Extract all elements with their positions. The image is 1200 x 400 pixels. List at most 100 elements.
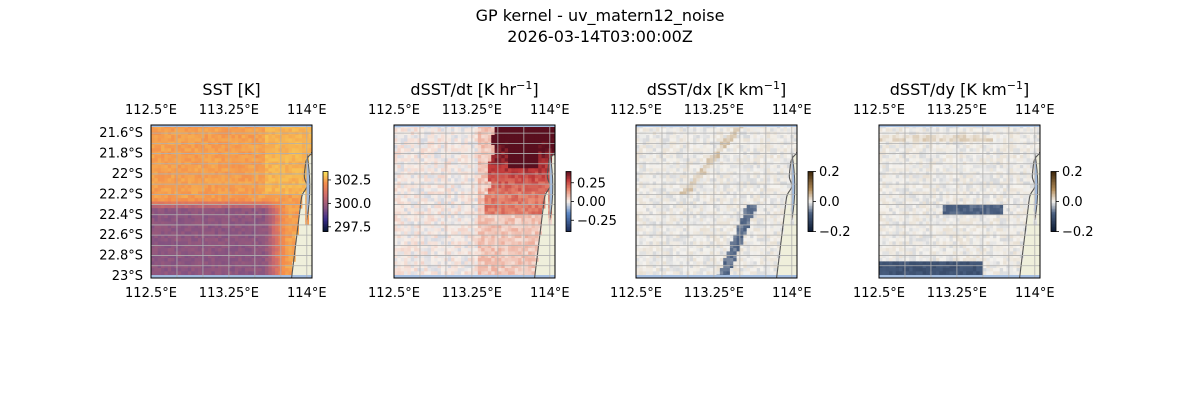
heatmap-cell (656, 181, 660, 186)
heatmap-cell (454, 258, 459, 262)
heatmap-cell (414, 224, 418, 229)
heatmap-cell (676, 214, 680, 219)
heatmap-cell (481, 134, 485, 139)
heatmap-cell (457, 204, 462, 209)
heatmap-cell (218, 181, 222, 186)
heatmap-cell (174, 174, 179, 179)
heatmap-cell (518, 154, 522, 159)
heatmap-cell (514, 208, 519, 212)
heatmap-cell (241, 224, 246, 229)
heatmap-cell (534, 248, 539, 252)
heatmap-cell (474, 231, 479, 236)
heatmap-cell (265, 221, 269, 226)
heatmap-cell (471, 188, 475, 192)
heatmap-cell (244, 178, 249, 182)
heatmap-cell (447, 218, 452, 222)
heatmap-cell (251, 144, 256, 149)
heatmap-cell (298, 164, 303, 169)
heatmap-cell (497, 191, 502, 196)
heatmap-cell (244, 218, 249, 222)
heatmap-cell (221, 134, 226, 139)
heatmap-cell (177, 191, 182, 196)
heatmap-cell (454, 261, 459, 266)
heatmap-cell (474, 138, 479, 143)
heatmap-cell (538, 174, 542, 179)
heatmap-cell (652, 171, 657, 176)
heatmap-cell (208, 134, 212, 139)
heatmap-cell (424, 144, 428, 149)
heatmap-cell (528, 208, 532, 212)
heatmap-cell (474, 184, 479, 189)
heatmap-cell (211, 238, 216, 242)
heatmap-cell (275, 198, 279, 202)
heatmap-cell (679, 251, 684, 256)
heatmap-cell (521, 264, 526, 269)
heatmap-cell (278, 134, 283, 139)
heatmap-cell (508, 168, 512, 172)
heatmap-cell (404, 164, 408, 169)
heatmap-cell (271, 211, 276, 216)
heatmap-cell (636, 188, 640, 192)
heatmap-cell (394, 251, 398, 256)
heatmap-cell (244, 261, 249, 266)
heatmap-cell (649, 241, 654, 246)
heatmap-cell (491, 218, 496, 222)
heatmap-cell (397, 251, 402, 256)
heatmap-cell (646, 164, 650, 169)
heatmap-cell (646, 181, 650, 186)
heatmap-cell (177, 218, 182, 222)
heatmap-cell (679, 208, 684, 212)
heatmap-cell (404, 238, 408, 242)
panel-title: SST [K] (202, 80, 260, 99)
heatmap-cell (265, 231, 269, 236)
heatmap-cell (191, 178, 195, 182)
heatmap-cell (177, 184, 182, 189)
heatmap-cell (154, 191, 159, 196)
heatmap-cell (271, 248, 276, 252)
heatmap-cell (154, 184, 159, 189)
heatmap-cell (295, 198, 299, 202)
heatmap-cell (231, 128, 236, 133)
heatmap-cell (521, 208, 526, 212)
heatmap-cell (649, 214, 654, 219)
heatmap-cell (177, 258, 182, 262)
heatmap-cell (534, 128, 539, 133)
heatmap-cell (184, 181, 189, 186)
heatmap-cell (461, 134, 465, 139)
heatmap-cell (514, 174, 519, 179)
heatmap-cell (241, 271, 246, 276)
heatmap-cell (669, 251, 674, 256)
heatmap-cell (394, 258, 398, 262)
heatmap-cell (447, 264, 452, 269)
heatmap-cell (467, 211, 472, 216)
heatmap-cell (511, 168, 516, 172)
heatmap-cell (518, 244, 522, 249)
heatmap-cell (504, 164, 509, 169)
colorbar-swatch (323, 200, 328, 202)
heatmap-cell (197, 244, 202, 249)
heatmap-cell (400, 271, 405, 276)
heatmap-cell (534, 168, 539, 172)
heatmap-cell (171, 271, 175, 276)
heatmap-cell (518, 168, 522, 172)
heatmap-cell (477, 254, 482, 259)
heatmap-cell (214, 221, 219, 226)
heatmap-cell (662, 244, 667, 249)
heatmap-cell (491, 241, 496, 246)
heatmap-cell (454, 191, 459, 196)
heatmap-cell (464, 248, 469, 252)
heatmap-cell (197, 138, 202, 143)
heatmap-cell (669, 221, 674, 226)
heatmap-cell (194, 228, 199, 232)
colorbar-swatch (323, 201, 328, 204)
heatmap-cell (151, 221, 155, 226)
heatmap-cell (407, 164, 412, 169)
heatmap-cell (487, 164, 492, 169)
heatmap-cell (649, 164, 654, 169)
heatmap-cell (197, 251, 202, 256)
heatmap-cell (430, 171, 435, 176)
heatmap-cell (281, 231, 286, 236)
heatmap-cell (271, 168, 276, 172)
heatmap-cell (417, 194, 422, 199)
heatmap-cell (214, 128, 219, 133)
